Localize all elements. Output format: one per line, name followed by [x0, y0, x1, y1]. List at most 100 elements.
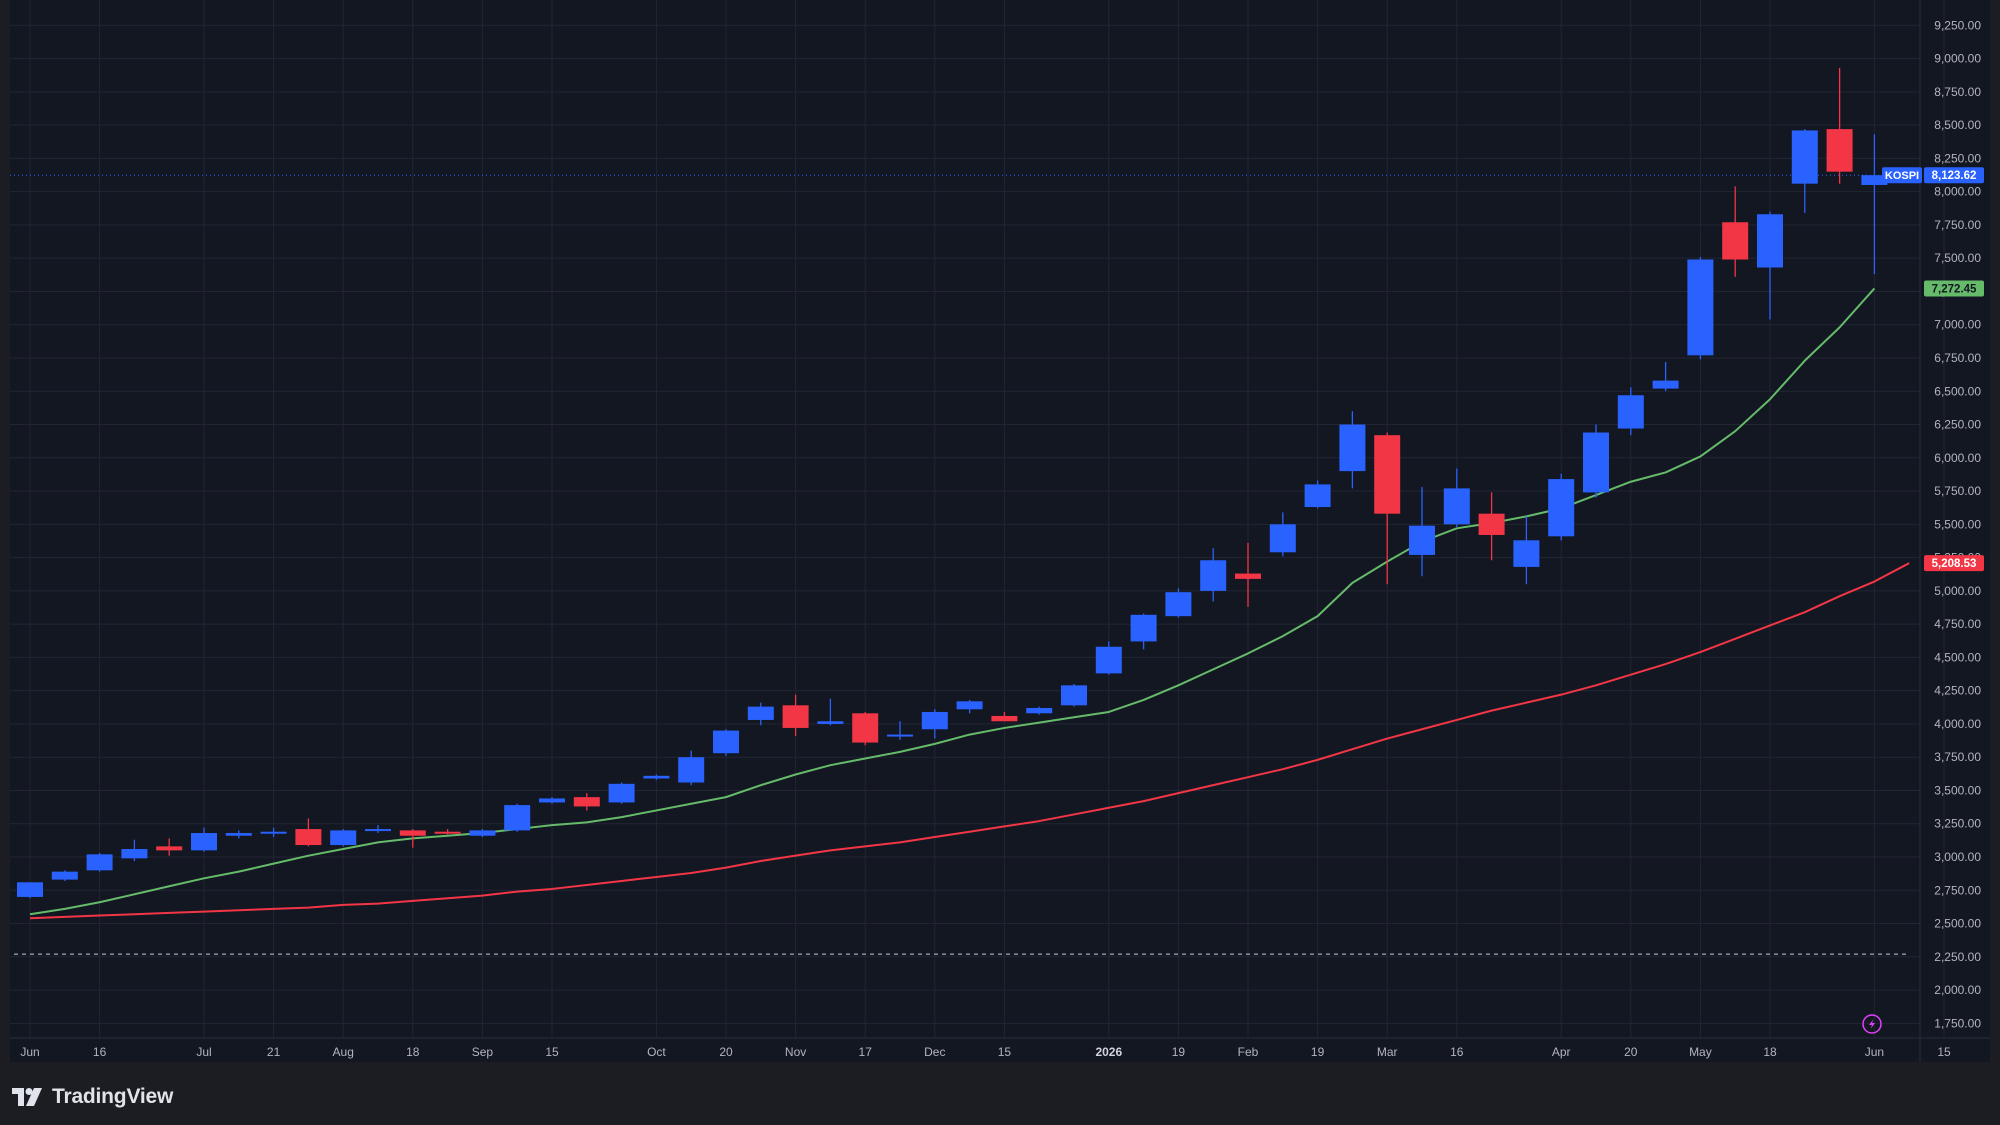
candle[interactable]: [1548, 473, 1575, 541]
candle[interactable]: [1304, 480, 1331, 509]
candle-body: [191, 833, 217, 851]
candle[interactable]: [991, 711, 1018, 722]
y-tick-label: 6,000.00: [1934, 451, 1981, 465]
symbol-label: KOSPI: [1885, 170, 1919, 182]
candle[interactable]: [1826, 67, 1853, 184]
y-tick-label: 5,000.00: [1934, 584, 1981, 598]
candle-body: [956, 701, 983, 710]
candle[interactable]: [1478, 492, 1505, 561]
candle[interactable]: [504, 803, 531, 832]
candle[interactable]: [1061, 684, 1087, 707]
candle[interactable]: [573, 793, 600, 811]
candle-body: [1652, 380, 1679, 389]
candle-body: [1374, 435, 1401, 514]
candle[interactable]: [1235, 542, 1261, 607]
candle[interactable]: [1722, 186, 1749, 277]
y-tick-label: 5,750.00: [1934, 484, 1981, 498]
candle[interactable]: [1583, 424, 1609, 498]
candle[interactable]: [1443, 468, 1470, 527]
candle[interactable]: [678, 750, 705, 786]
candle[interactable]: [365, 825, 391, 834]
candle-body: [295, 829, 322, 846]
y-tick-label: 3,250.00: [1934, 817, 1981, 831]
ma-fast-label: 7,272.45: [1932, 283, 1977, 295]
candle[interactable]: [1165, 588, 1192, 618]
ma-slow-label: 5,208.53: [1932, 558, 1977, 570]
candle-body: [330, 830, 357, 846]
candle-body: [678, 757, 705, 783]
candle[interactable]: [747, 702, 774, 726]
lightning-icon[interactable]: [1862, 1014, 1882, 1034]
candle[interactable]: [469, 829, 496, 838]
y-tick-label: 2,750.00: [1934, 883, 1981, 897]
candle-body: [469, 830, 496, 836]
y-tick-label: 4,750.00: [1934, 617, 1981, 631]
candle[interactable]: [713, 729, 739, 756]
time-axis[interactable]: Jun 16 Jul 21 Aug 18 Sep 15 Oct 20 Nov 17 Dec 15 2026 1…: [20, 1045, 1951, 1059]
x-tick-label: Aug: [333, 1045, 354, 1059]
candle[interactable]: [295, 818, 322, 847]
candle[interactable]: [817, 698, 844, 726]
y-tick-label: 6,500.00: [1934, 384, 1981, 398]
candle[interactable]: [921, 709, 948, 739]
candle[interactable]: [260, 827, 287, 838]
candle[interactable]: [1617, 387, 1644, 436]
x-tick-label: 16: [1450, 1045, 1464, 1059]
candle[interactable]: [643, 774, 670, 780]
candle[interactable]: [887, 721, 913, 740]
candle[interactable]: [1026, 706, 1053, 715]
candles-layer[interactable]: [17, 67, 1888, 899]
brand[interactable]: TradingView: [12, 1085, 173, 1109]
candle[interactable]: [191, 827, 217, 852]
x-tick-label: 15: [1937, 1045, 1951, 1059]
candle-body: [1304, 484, 1331, 508]
candle[interactable]: [1861, 134, 1888, 275]
candle[interactable]: [86, 853, 113, 872]
plot-area[interactable]: [10, 0, 1990, 1062]
candle[interactable]: [1513, 516, 1540, 585]
candle[interactable]: [399, 829, 426, 848]
candle[interactable]: [1339, 411, 1366, 489]
candle-body: [1513, 540, 1540, 567]
candle-body: [1200, 560, 1227, 591]
candle[interactable]: [956, 699, 983, 714]
y-tick-label: 4,500.00: [1934, 650, 1981, 664]
candle[interactable]: [1757, 211, 1783, 320]
candle[interactable]: [121, 839, 148, 861]
candle[interactable]: [1095, 641, 1122, 675]
candle[interactable]: [608, 782, 635, 804]
candle[interactable]: [1791, 129, 1818, 213]
candle[interactable]: [51, 870, 78, 881]
ma-slow-label-bg: [1924, 555, 1984, 572]
candle[interactable]: [1269, 512, 1296, 557]
price-chart[interactable]: 1,750.00 2,000.00 2,250.00 2,500.00 2,750.00…: [0, 0, 2000, 1065]
candle[interactable]: [156, 838, 183, 856]
x-tick-label: Feb: [1238, 1045, 1259, 1059]
x-tick-label: 19: [1172, 1045, 1186, 1059]
candle[interactable]: [852, 711, 879, 746]
candle[interactable]: [1652, 361, 1679, 392]
candle[interactable]: [330, 829, 357, 847]
x-tick-label: 15: [545, 1045, 559, 1059]
candle[interactable]: [1374, 432, 1401, 585]
candle[interactable]: [1409, 487, 1435, 577]
candle-body: [1757, 214, 1783, 268]
candle-body: [608, 783, 635, 803]
y-tick-label: 9,250.00: [1934, 18, 1981, 32]
x-tick-label: Dec: [924, 1045, 945, 1059]
x-tick-label: Jun: [1865, 1045, 1884, 1059]
candle-body: [1409, 525, 1435, 555]
candle-body: [852, 713, 879, 743]
candle-body: [887, 734, 913, 737]
candle[interactable]: [1130, 613, 1157, 650]
candle-body: [921, 711, 948, 730]
candle-body: [1826, 129, 1853, 172]
candle[interactable]: [539, 797, 565, 804]
candle[interactable]: [1687, 256, 1714, 360]
candle[interactable]: [782, 694, 809, 736]
x-tick-label: Nov: [785, 1045, 806, 1059]
candle[interactable]: [434, 829, 461, 835]
candle[interactable]: [1200, 548, 1227, 602]
candle[interactable]: [17, 882, 43, 899]
candle[interactable]: [225, 830, 252, 839]
